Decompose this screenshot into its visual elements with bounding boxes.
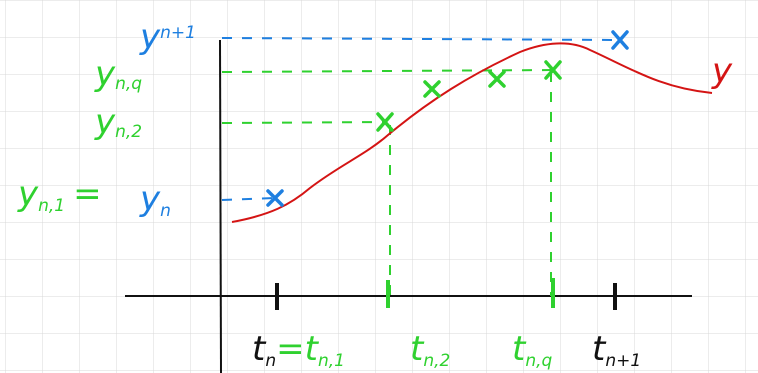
label-part: y (139, 17, 161, 57)
label-part: n,q (115, 74, 142, 94)
label-part: y (94, 54, 116, 94)
curve-label: y (711, 51, 733, 91)
label-part: n,q (525, 351, 552, 371)
label-part: y (94, 102, 116, 142)
label-part: n (160, 201, 171, 221)
label-part: n,1 (318, 351, 345, 371)
label-part: n (265, 351, 276, 371)
label-part: y (139, 179, 161, 219)
label-part: n,1 (38, 196, 65, 216)
label-part: = (73, 174, 102, 214)
label-part: n+1 (160, 23, 196, 43)
label-part: n+1 (605, 351, 641, 371)
label-part: = (276, 329, 305, 369)
y-axis (220, 40, 221, 373)
label-part: y (17, 174, 39, 214)
diagram: yn+1 yn,q yn,2 yn,1= yn y tn=tn,1 tn,2 t… (0, 0, 758, 373)
label-part: n,2 (423, 351, 450, 371)
label-part: n,2 (115, 122, 142, 142)
